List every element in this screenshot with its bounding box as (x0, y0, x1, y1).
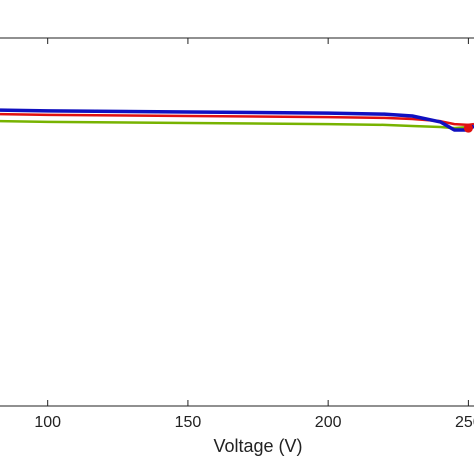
x-tick-label: 150 (175, 414, 202, 431)
x-axis-label: Voltage (V) (213, 436, 302, 456)
x-tick-label: 250 (455, 414, 474, 431)
series-line (0, 112, 474, 127)
x-tick-label: 200 (315, 414, 342, 431)
point-marker (463, 123, 473, 133)
plot-frame (0, 37, 474, 407)
series-line (0, 119, 474, 130)
series-line (0, 108, 474, 132)
x-tick-label: 100 (34, 414, 61, 431)
